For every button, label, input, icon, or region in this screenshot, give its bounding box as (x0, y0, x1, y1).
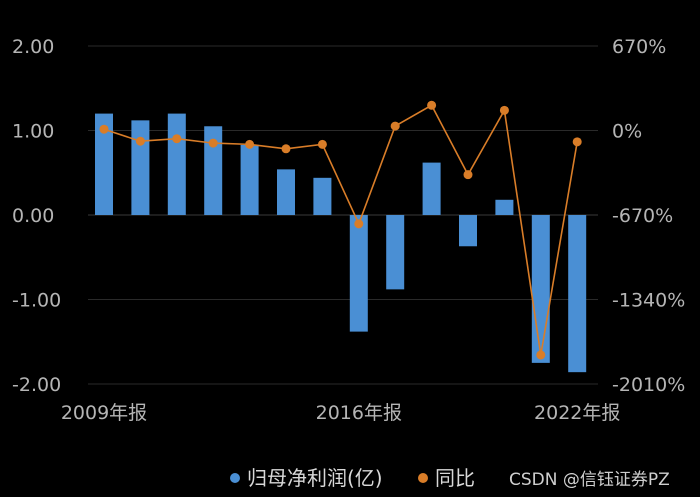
line-point (499, 105, 509, 115)
right-tick-label: -2010% (612, 374, 685, 396)
bar (277, 169, 295, 215)
line-point (99, 124, 109, 134)
bar (95, 113, 113, 215)
bar (167, 113, 186, 215)
line-point (281, 144, 291, 154)
bar (495, 199, 514, 215)
x-tick-label: 2016年报 (316, 402, 402, 424)
bar (240, 144, 259, 215)
right-tick-label: 0% (612, 121, 642, 143)
legend-bar-swatch (230, 473, 240, 483)
x-axis: 2009年报 2016年报 2022年报 (61, 402, 621, 424)
line-point (172, 134, 182, 144)
watermark: CSDN @信钰证券PZ (509, 470, 670, 490)
line-series (99, 100, 582, 360)
legend-bar-label: 归母净利润(亿) (247, 466, 383, 490)
line-path (103, 104, 578, 356)
line-point (427, 100, 437, 110)
line-point (572, 137, 582, 147)
right-tick-label: 670% (612, 36, 666, 58)
bar (313, 177, 332, 215)
bar (422, 162, 441, 215)
line-point (463, 170, 473, 180)
left-tick-label: -2.00 (12, 374, 61, 396)
bar (386, 215, 405, 290)
line-point (390, 121, 400, 131)
legend-line-swatch (418, 473, 428, 483)
left-tick-label: 0.00 (12, 205, 54, 227)
line-point (135, 136, 145, 146)
left-tick-label: 2.00 (12, 36, 54, 58)
line-point (536, 350, 546, 360)
line-point (354, 219, 364, 229)
x-tick-label: 2022年报 (534, 402, 620, 424)
line-point (208, 138, 218, 148)
right-axis: 670% 0% -670% -1340% -2010% (612, 36, 685, 396)
left-tick-label: 1.00 (12, 121, 54, 143)
legend: 归母净利润(亿) 同比 CSDN @信钰证券PZ (230, 466, 670, 490)
left-tick-label: -1.00 (12, 290, 61, 312)
right-tick-label: -1340% (612, 290, 685, 312)
bar (349, 215, 368, 332)
bar (568, 215, 587, 373)
bar (459, 215, 477, 247)
bar (531, 215, 550, 363)
legend-line-label: 同比 (435, 466, 475, 490)
bar-series (95, 113, 587, 373)
right-tick-label: -670% (612, 205, 673, 227)
bar (204, 126, 223, 215)
x-tick-label: 2009年报 (61, 402, 147, 424)
line-point (317, 139, 327, 149)
bar (131, 120, 150, 215)
gridlines (88, 45, 598, 385)
left-axis: 2.00 1.00 0.00 -1.00 -2.00 (12, 36, 61, 396)
line-point (245, 139, 255, 149)
